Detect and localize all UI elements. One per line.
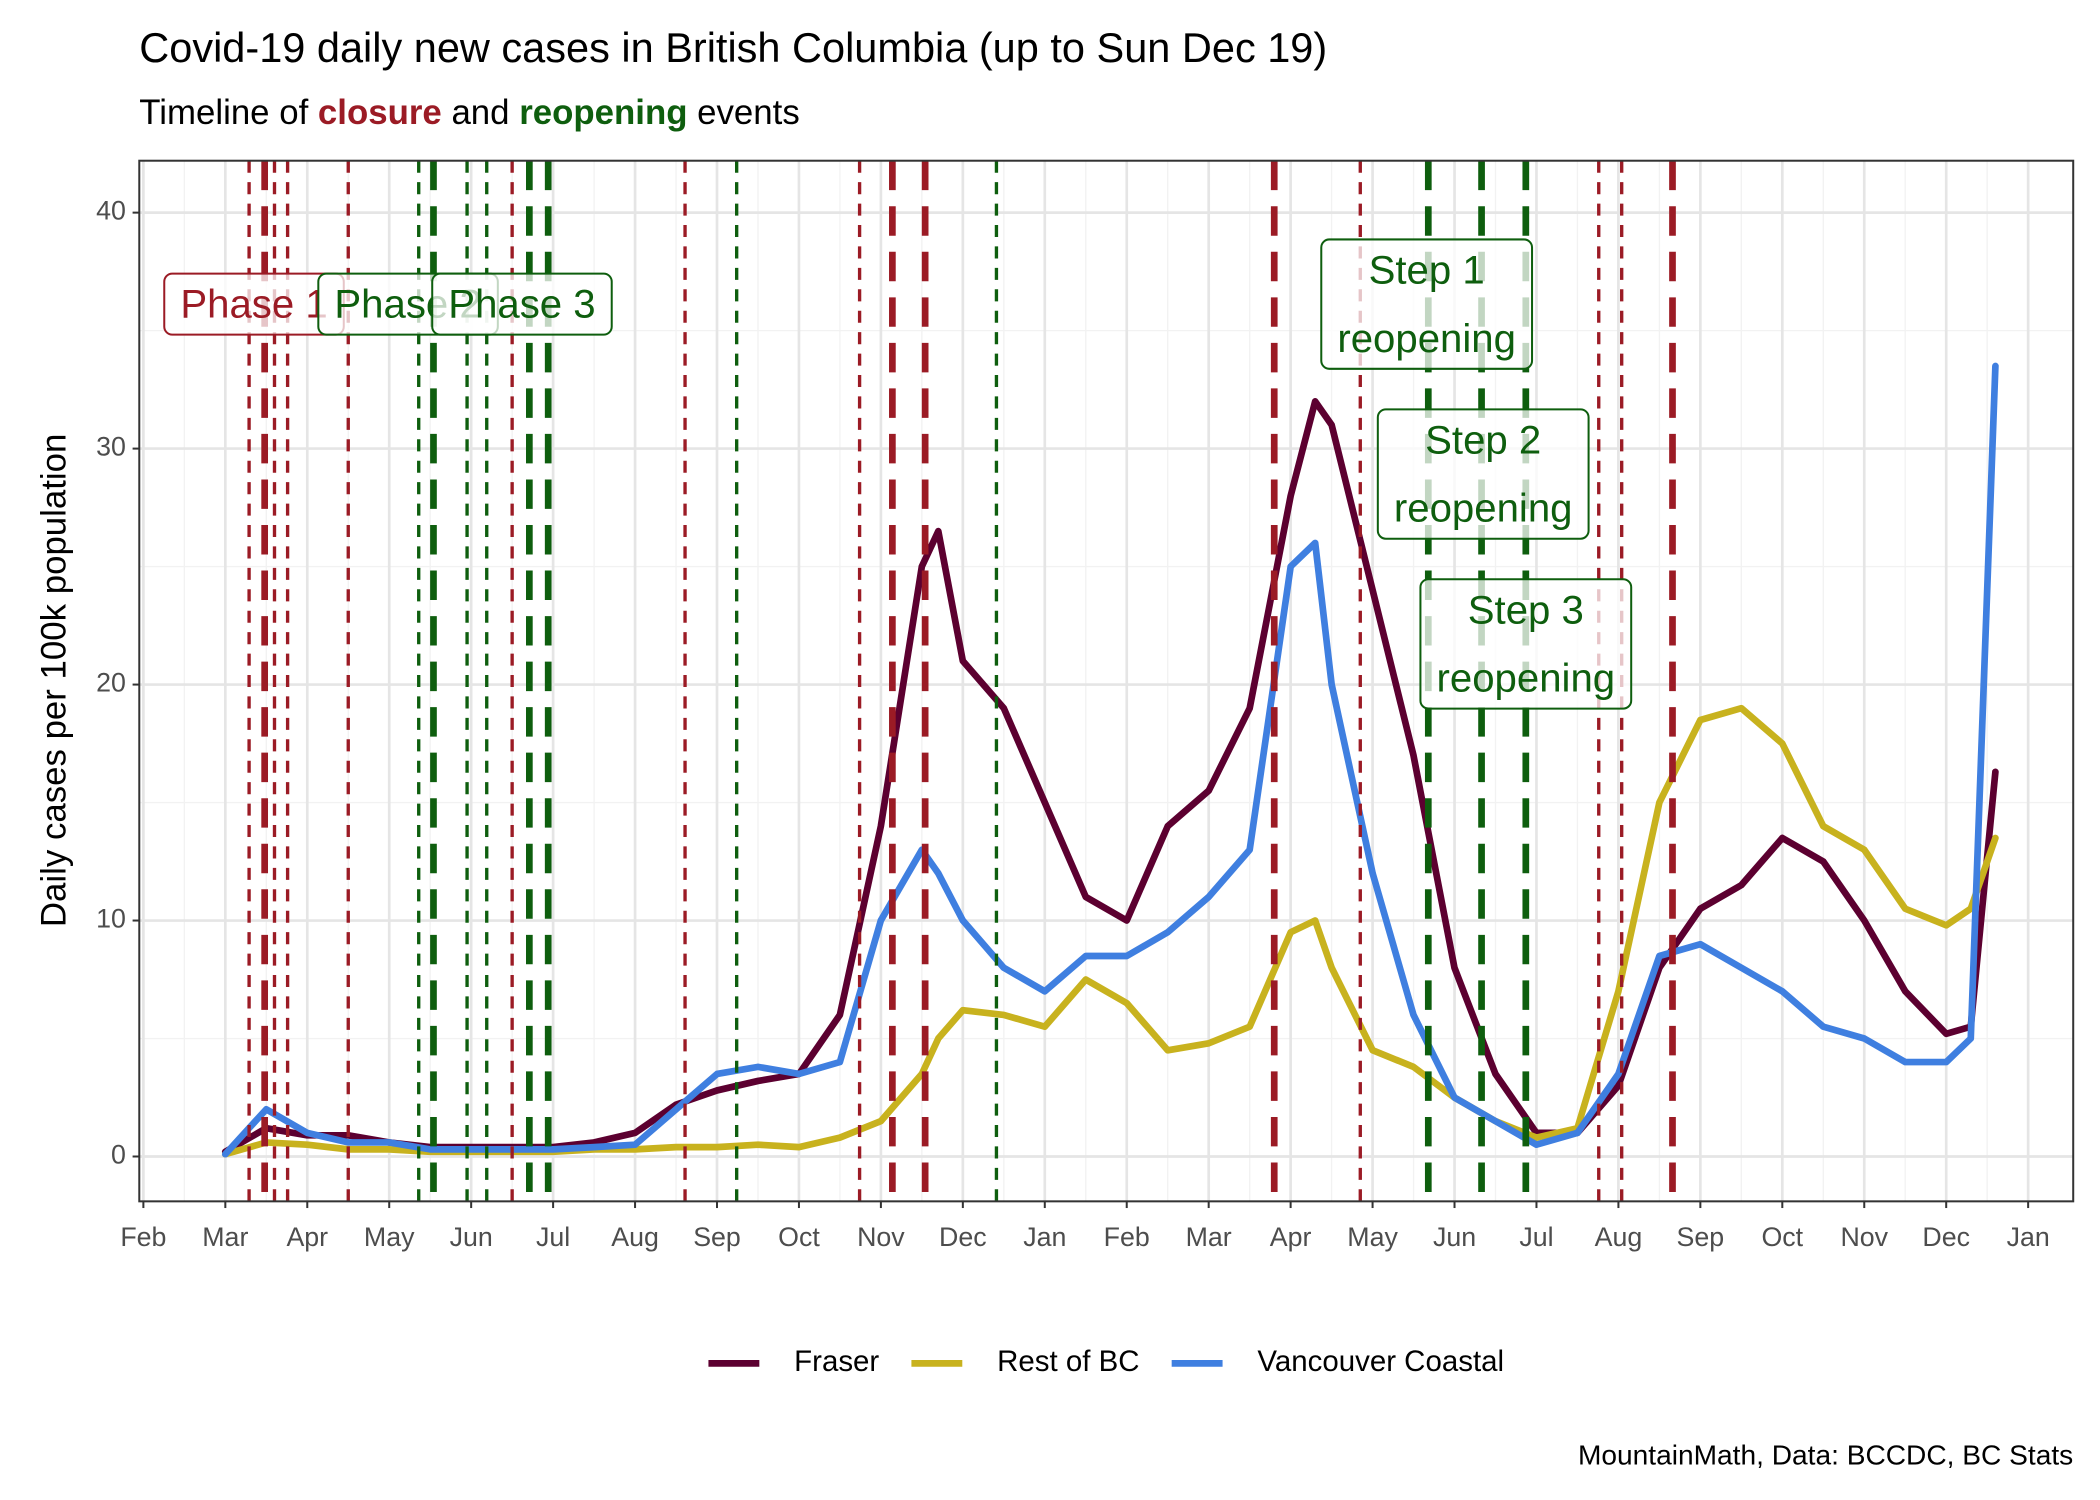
x-tick-label: Oct xyxy=(1761,1222,1803,1252)
annotation-label: Step 2 xyxy=(1425,417,1541,462)
legend-label: Vancouver Coastal xyxy=(1257,1345,1504,1378)
annotation-label: reopening xyxy=(1394,486,1573,531)
annotation-label: Phase 3 xyxy=(448,282,595,327)
x-tick-label: Feb xyxy=(120,1222,166,1252)
x-tick-label: Nov xyxy=(1840,1222,1888,1252)
x-tick-label: Jan xyxy=(2007,1222,2050,1252)
y-tick-label: 20 xyxy=(96,668,126,698)
x-tick-label: Oct xyxy=(778,1222,820,1252)
chart-subtitle: Timeline of closure and reopening events xyxy=(139,93,799,132)
annotation-box xyxy=(1320,238,1534,370)
y-tick-label: 10 xyxy=(96,904,126,934)
x-tick-label: Feb xyxy=(1104,1222,1150,1252)
x-tick-label: May xyxy=(364,1222,415,1252)
x-tick-label: Sep xyxy=(693,1222,741,1252)
x-tick-label: Aug xyxy=(1595,1222,1643,1252)
x-tick-label: Apr xyxy=(1270,1222,1312,1252)
annotation-label: reopening xyxy=(1337,316,1516,361)
subtitle-part: closure xyxy=(318,93,442,132)
y-tick-label: 0 xyxy=(111,1140,126,1170)
x-tick-label: Apr xyxy=(286,1222,328,1252)
x-tick-label: Dec xyxy=(939,1222,987,1252)
annotation-box xyxy=(1376,408,1590,540)
x-tick-label: Dec xyxy=(1922,1222,1970,1252)
annotation-label: Step 3 xyxy=(1468,587,1584,632)
subtitle-part: and xyxy=(442,93,519,132)
x-tick-label: Aug xyxy=(611,1222,659,1252)
annotation-label: reopening xyxy=(1437,656,1616,701)
y-axis-title: Daily cases per 100k population xyxy=(34,434,73,927)
annotation: Phase 3 xyxy=(431,272,613,336)
legend-item: Fraser xyxy=(708,1345,879,1378)
y-tick-label: 40 xyxy=(96,196,126,226)
x-tick-label: Nov xyxy=(857,1222,905,1252)
legend-label: Rest of BC xyxy=(997,1345,1139,1378)
annotation-label: Phase 1 xyxy=(180,282,327,327)
x-tick-label: May xyxy=(1347,1222,1398,1252)
x-tick-label: Jul xyxy=(536,1222,570,1252)
x-tick-label: Jul xyxy=(1519,1222,1553,1252)
x-tick-label: Mar xyxy=(1186,1222,1232,1252)
legend-label: Fraser xyxy=(794,1345,879,1378)
chart-title: Covid-19 daily new cases in British Colu… xyxy=(139,24,1327,71)
annotation: Step 1 reopening xyxy=(1320,238,1534,370)
legend-item: Rest of BC xyxy=(911,1345,1140,1378)
annotation: Step 3 reopening xyxy=(1419,578,1633,710)
x-tick-label: Jun xyxy=(450,1222,493,1252)
panel-border xyxy=(138,159,2075,1203)
annotation-box xyxy=(1419,578,1633,710)
annotation-box xyxy=(431,272,613,336)
legend: Fraser Rest of BC Vancouver Coastal xyxy=(708,1345,1504,1378)
annotation-label: Step 1 xyxy=(1369,247,1485,292)
legend-item: Vancouver Coastal xyxy=(1171,1345,1504,1378)
subtitle-part: reopening xyxy=(519,93,687,132)
subtitle-part: events xyxy=(687,93,799,132)
x-tick-label: Mar xyxy=(202,1222,248,1252)
x-tick-label: Sep xyxy=(1677,1222,1725,1252)
subtitle-part: Timeline of xyxy=(139,93,318,132)
x-tick-label: Jan xyxy=(1023,1222,1066,1252)
caption: MountainMath, Data: BCCDC, BC Stats xyxy=(1578,1440,2073,1471)
y-tick-label: 30 xyxy=(96,432,126,462)
x-tick-label: Jun xyxy=(1433,1222,1476,1252)
annotation: Step 2 reopening xyxy=(1376,408,1590,540)
series-line xyxy=(221,362,1999,1158)
annotation: Phase 1 xyxy=(163,272,345,336)
